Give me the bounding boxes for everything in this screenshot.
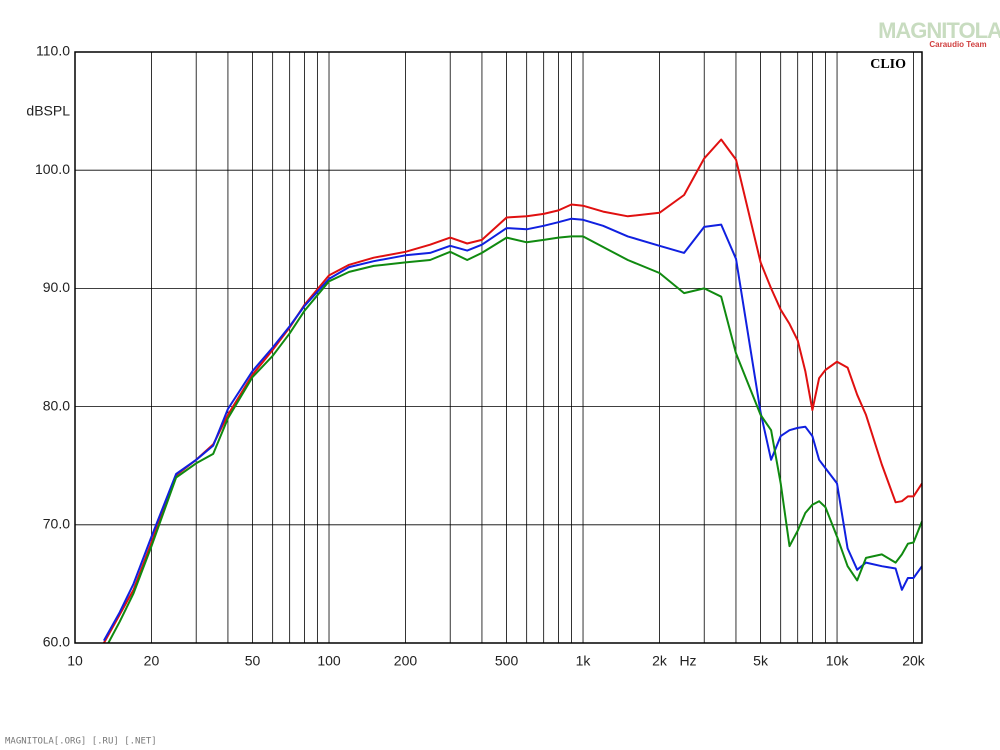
x-tick-label: 10 [67,653,83,669]
brand: CLIO [870,57,906,72]
y-tick-label: 110.0 [36,43,70,59]
y-tick-label: 90.0 [43,279,70,295]
response-line [103,138,922,643]
x-tick-label: 10k [826,653,850,669]
x-tick-label: 200 [394,653,418,669]
y-tick-label: 100.0 [35,161,70,177]
y-tick-label: 60.0 [43,634,70,650]
footer: MAGNITOLA[.ORG] [.RU] [.NET] [5,737,157,747]
x-tick-label: 1k [576,653,592,669]
y-axis-label: dBSPL [26,103,70,119]
response-line [107,235,922,643]
x-tick-label: 2k [652,653,668,669]
x-tick-label: 20k [902,653,926,669]
watermark: MAGNITOLA [878,18,1000,43]
response-line [103,217,922,642]
plot-frame [74,51,923,644]
y-tick-label: 80.0 [43,397,70,413]
x-tick-label: 500 [495,653,519,669]
x-tick-label: 50 [245,653,261,669]
x-tick-label: 20 [144,653,160,669]
x-tick-label: 100 [317,653,341,669]
watermark-sub: Caraudio Team [929,40,986,49]
x-unit: Hz [679,653,696,669]
y-tick-label: 70.0 [43,516,70,532]
x-tick-label: 5k [753,653,769,669]
